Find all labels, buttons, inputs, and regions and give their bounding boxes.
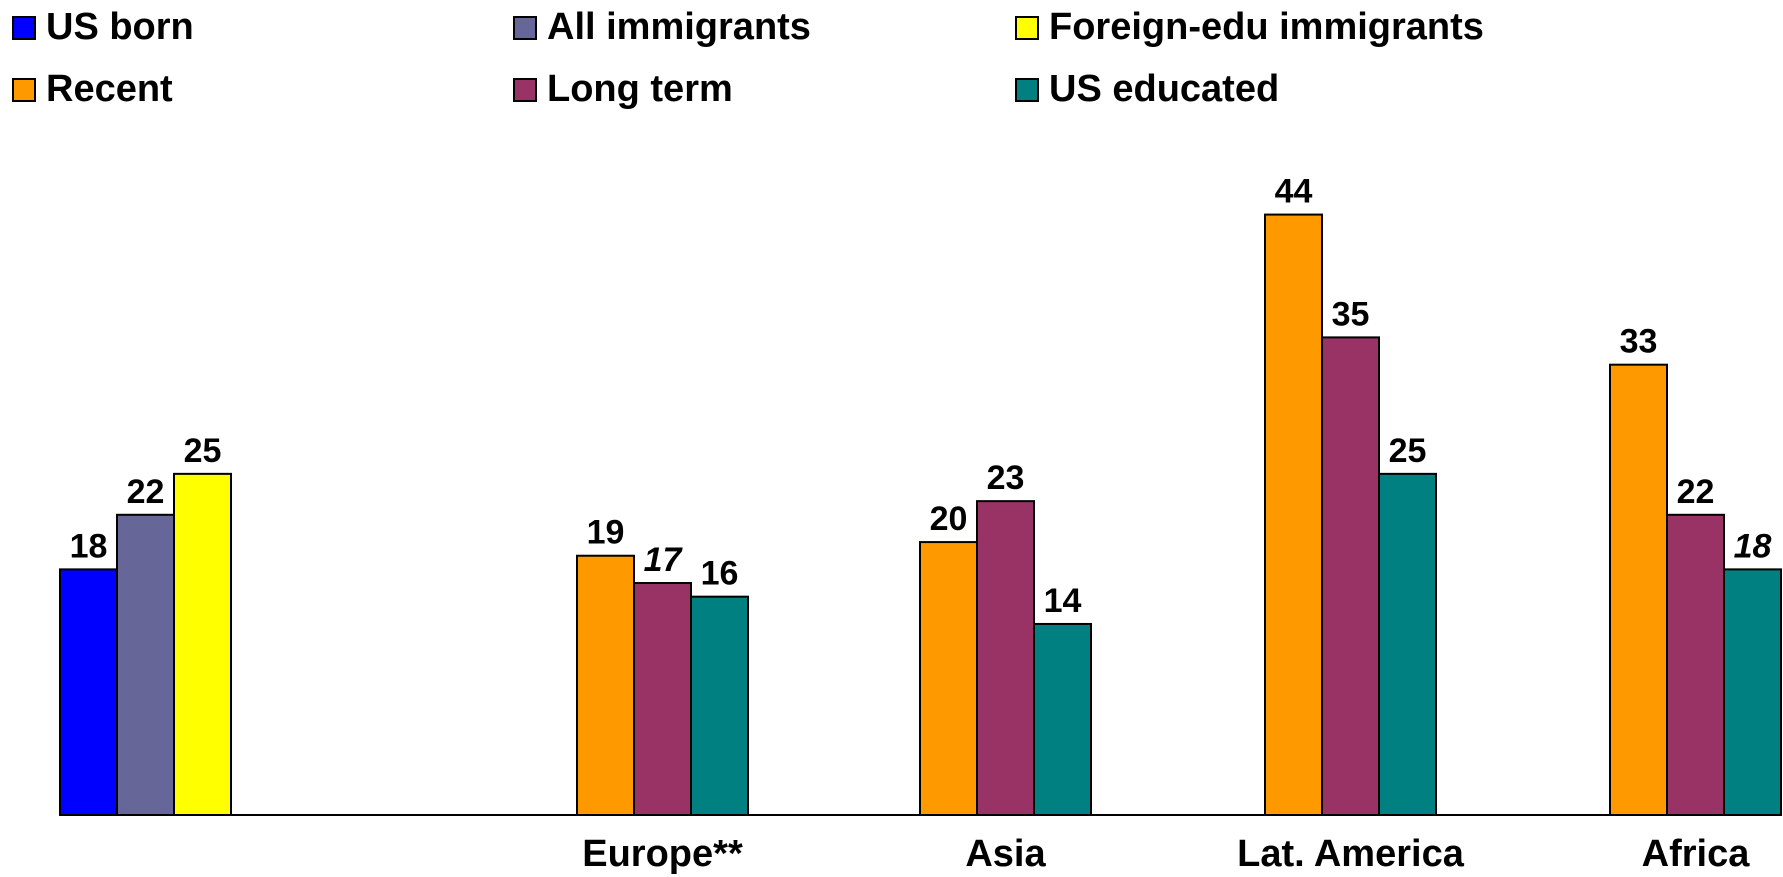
legend-item-long-term: Long term — [513, 68, 733, 111]
data-label: 19 — [587, 514, 625, 552]
bar-us-born — [59, 568, 118, 816]
legend-label: Long term — [547, 68, 733, 110]
bar-all-immigrants — [116, 513, 175, 817]
category-label-africa: Africa — [1642, 833, 1751, 875]
data-label: 23 — [987, 459, 1025, 497]
legend-label: All immigrants — [547, 6, 811, 48]
legend-item-us-educated: US educated — [1015, 68, 1279, 111]
data-label: 22 — [1677, 473, 1715, 511]
legend-label: Recent — [46, 68, 173, 110]
data-label: 22 — [127, 473, 165, 511]
data-label: 18 — [1734, 527, 1772, 565]
bar-recent-europe — [576, 554, 635, 817]
bar-recent-africa — [1609, 363, 1668, 816]
bar-us-educated-lat-america — [1378, 472, 1437, 816]
legend-swatch — [1015, 77, 1039, 102]
legend-label: US educated — [1049, 68, 1280, 110]
legend-swatch — [1015, 15, 1039, 40]
legend-swatch — [12, 15, 36, 40]
legend-item-us-born: US born — [12, 6, 194, 49]
data-label: 16 — [701, 555, 739, 593]
data-label: 14 — [1044, 582, 1082, 620]
category-label-europe: Europe** — [582, 833, 743, 875]
bar-us-educated-africa — [1723, 568, 1782, 816]
bar-long-term-lat-america — [1321, 336, 1380, 816]
bar-us-educated-asia — [1033, 622, 1092, 816]
legend-swatch — [513, 15, 537, 40]
legend-swatch — [12, 77, 36, 102]
legend-item-recent: Recent — [12, 68, 173, 111]
category-label-asia: Asia — [965, 833, 1046, 875]
data-label: 25 — [184, 432, 222, 470]
data-label: 25 — [1389, 432, 1427, 470]
category-label-lat-america: Lat. America — [1237, 833, 1465, 875]
bar-recent-lat-america — [1264, 213, 1323, 817]
bar-long-term-europe — [633, 582, 692, 816]
data-label: 33 — [1620, 323, 1658, 361]
bar-long-term-africa — [1666, 513, 1725, 817]
bar-long-term-asia — [976, 500, 1035, 816]
legend-item-foreign-edu-immigrants: Foreign-edu immigrants — [1015, 6, 1484, 49]
bar-us-educated-europe — [690, 595, 749, 817]
data-label: 44 — [1275, 173, 1313, 211]
data-label: 20 — [930, 500, 968, 538]
chart-legend: US born All immigrants Foreign-edu immig… — [0, 0, 1783, 110]
data-label: 18 — [70, 527, 108, 565]
bar-foreign-edu-immigrants — [173, 472, 232, 816]
legend-swatch — [513, 77, 537, 102]
bar-recent-asia — [919, 541, 978, 816]
legend-label: Foreign-edu immigrants — [1049, 6, 1484, 48]
data-label: 17 — [644, 541, 684, 579]
legend-item-all-immigrants: All immigrants — [513, 6, 811, 49]
data-label: 35 — [1332, 295, 1370, 333]
legend-label: US born — [46, 6, 194, 48]
